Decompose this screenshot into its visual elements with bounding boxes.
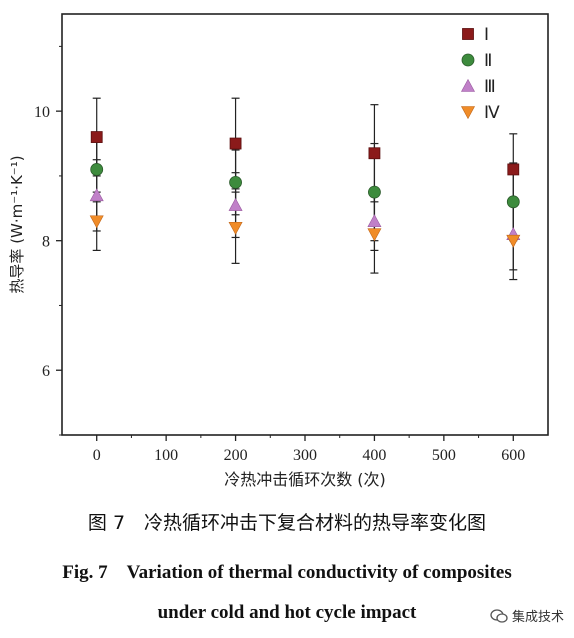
y-tick-label: 6 [42,363,50,380]
figure-caption-en-line2: under cold and hot cycle impact [157,602,417,623]
data-point-series-4 [506,234,521,248]
x-tick-label: 400 [362,447,386,464]
x-tick-label: 500 [432,447,456,464]
data-point-series-2 [368,185,381,199]
data-point-series-3 [89,188,104,202]
x-tick-label: 300 [293,447,317,464]
y-tick-label: 10 [34,104,50,121]
data-point-series-1 [229,137,242,150]
watermark-text: 集成技术 [511,610,564,625]
legend-marker-1 [462,28,474,40]
data-point-series-2 [506,195,520,209]
figure-caption-en-line1: Fig. 7 Variation of thermal conductivity… [62,562,512,583]
plot-frame [61,13,549,436]
legend-label-2: Ⅱ [484,51,492,70]
x-tick-label: 100 [154,447,178,464]
x-tick-label: 0 [93,447,101,464]
x-tick-label: 600 [501,447,525,464]
data-point-series-4 [89,215,104,229]
x-tick-label: 200 [224,447,248,464]
legend-label-3: Ⅲ [484,77,496,96]
legend-label-4: Ⅳ [484,103,500,122]
data-point-series-2 [90,163,104,176]
data-point-series-2 [229,175,242,189]
watermark: 集成技术 [490,606,564,625]
data-point-series-3 [367,214,382,228]
legend-label-1: Ⅰ [484,25,489,44]
data-point-series-4 [228,221,243,235]
chart-svg: 0 100 200 300 400 500 600 6 8 10 冷热冲击循环次数 (次) 热导率 (… [8,13,549,489]
y-axis-label: 热导率 (W·m⁻¹·K⁻¹) [8,155,26,293]
y-tick-label: 8 [42,234,50,251]
figure-caption-cn: 图 7 冷热循环冲击下复合材料的热导率变化图 [87,512,487,534]
data-point-series-4 [367,228,382,242]
legend-marker-2 [461,53,475,67]
data-point-series-1 [368,147,381,160]
data-point-series-1 [507,163,520,176]
wechat-logo-icon [490,608,508,623]
legend-marker-3 [460,78,476,92]
data-point-series-3 [228,197,243,211]
x-axis-label: 冷热冲击循环次数 (次) [224,470,386,489]
data-point-series-1 [90,131,103,143]
chart: 0 100 200 300 400 500 600 6 8 10 冷热冲击循环次数 (次) 热导率 (… [8,13,549,489]
legend-marker-4 [460,106,476,120]
